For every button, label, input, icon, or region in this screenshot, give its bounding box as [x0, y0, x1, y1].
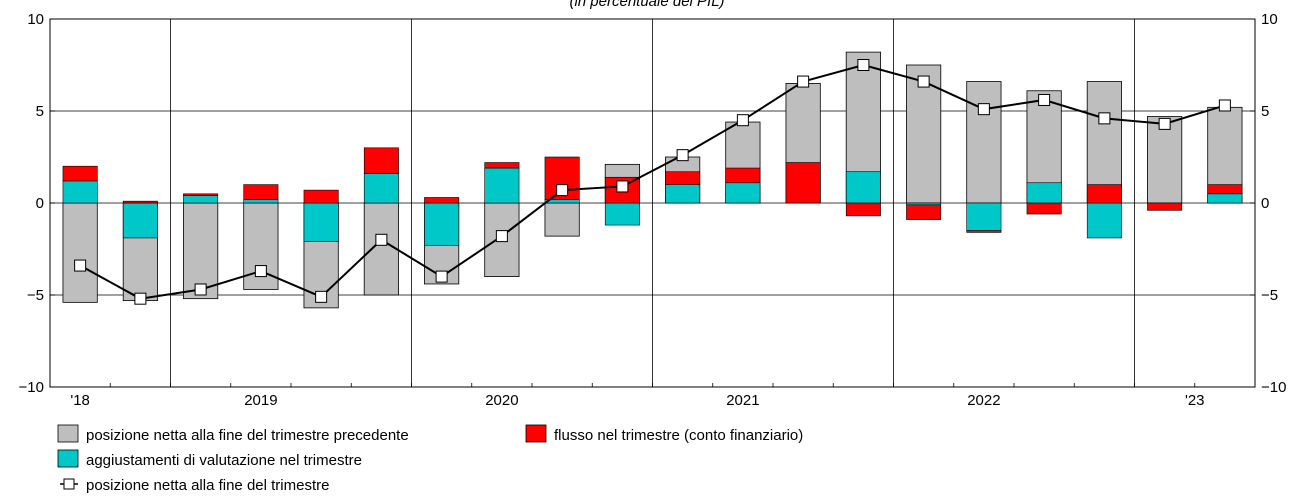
bar-valuation: [424, 202, 460, 246]
bar-flow: [363, 147, 399, 174]
line-marker: [375, 233, 388, 246]
bar-flow: [1147, 202, 1183, 211]
bar-flow: [1207, 184, 1243, 195]
bar-flow: [484, 162, 520, 169]
line-marker: [74, 259, 87, 272]
bar-flow: [122, 200, 158, 204]
bar-prev-position: [544, 202, 580, 237]
x-year-label: '23: [1185, 392, 1205, 409]
bar-flow: [966, 230, 1002, 233]
line-marker: [194, 283, 207, 296]
bar-prev-position: [1147, 116, 1183, 204]
legend: posizione netta alla fine del trimestre …: [57, 424, 803, 494]
y-tick-label-right: −5: [1261, 287, 1278, 304]
legend-swatch-valuation: [57, 449, 79, 468]
line-marker: [495, 230, 508, 243]
bar-valuation: [122, 202, 158, 239]
bar-valuation: [243, 199, 279, 204]
line-marker: [1098, 112, 1111, 125]
legend-swatch-prev-position: [57, 424, 79, 443]
line-marker: [977, 103, 990, 116]
legend-swatch-flow: [525, 424, 547, 443]
legend-label-valuation: aggiustamenti di valutazione nel trimest…: [86, 452, 362, 469]
y-tick-label-right: 10: [1261, 11, 1278, 28]
line-marker: [556, 184, 569, 197]
line-marker: [315, 290, 328, 303]
y-tick-label-left: −5: [27, 287, 44, 304]
bar-valuation: [484, 167, 520, 204]
line-marker: [917, 75, 930, 88]
legend-label-prev-position: posizione netta alla fine del trimestre …: [86, 427, 409, 444]
bar-valuation: [1086, 202, 1122, 239]
bar-valuation: [363, 173, 399, 204]
line-marker: [134, 292, 147, 305]
line-marker: [857, 59, 870, 71]
bar-flow: [1026, 202, 1062, 215]
bar-flow: [303, 189, 339, 204]
bar-valuation: [183, 195, 219, 204]
y-tick-label-right: −10: [1261, 379, 1286, 396]
line-marker: [435, 270, 448, 283]
bar-prev-position: [1086, 81, 1122, 204]
line-layer: [74, 59, 1231, 305]
bar-flow: [785, 162, 821, 204]
bar-flow: [183, 193, 219, 196]
line-marker: [797, 75, 810, 88]
y-tick-label-right: 5: [1261, 103, 1269, 120]
bar-flow: [1086, 184, 1122, 204]
line-marker: [736, 114, 749, 127]
bar-prev-position: [966, 81, 1002, 204]
bar-prev-position: [363, 202, 399, 296]
bar-prev-position: [183, 202, 219, 300]
bar-flow: [906, 204, 942, 220]
line-marker: [616, 180, 629, 193]
legend-label-position: posizione netta alla fine del trimestre: [86, 477, 329, 494]
bar-valuation: [604, 202, 640, 226]
bar-valuation: [1207, 193, 1243, 204]
bar-flow: [424, 197, 460, 204]
bar-flow: [725, 167, 761, 184]
axes-layer: 10 10 5 5 0 0 −5 −5 −10 −10 '18 2019 2020 2021 2022 '23: [19, 11, 1287, 409]
plot-frame: [49, 18, 1256, 388]
line-marker: [1038, 93, 1051, 106]
y-tick-label-left: 10: [27, 11, 44, 28]
legend-label-flow: flusso nel trimestre (conto finanziario): [554, 427, 803, 444]
bar-valuation: [725, 182, 761, 204]
legend-marker-symbol: [63, 478, 75, 490]
bar-prev-position: [62, 202, 98, 303]
line-marker: [676, 149, 689, 162]
x-year-label: '18: [70, 392, 90, 409]
series-line-net-position: [79, 63, 1226, 300]
y-tick-label-left: −10: [19, 379, 44, 396]
y-tick-label-right: 0: [1261, 195, 1269, 212]
bar-flow: [62, 165, 98, 182]
bars-layer: [62, 51, 1243, 309]
x-year-label: 2021: [726, 392, 759, 409]
chart-subtitle: (in percentuale del PIL): [569, 0, 724, 10]
line-marker: [1158, 117, 1171, 130]
bar-valuation: [665, 184, 701, 204]
bar-flow: [243, 184, 279, 200]
bar-valuation: [845, 171, 881, 204]
x-year-label: 2020: [485, 392, 518, 409]
x-year-label: 2019: [244, 392, 277, 409]
line-marker: [254, 265, 267, 278]
bar-flow: [665, 171, 701, 185]
bar-valuation: [966, 202, 1002, 231]
x-year-label: 2022: [967, 392, 1000, 409]
bar-flow: [845, 202, 881, 217]
bar-valuation: [62, 180, 98, 204]
y-tick-label-left: 5: [36, 103, 44, 120]
bar-valuation: [303, 202, 339, 242]
y-tick-label-left: 0: [36, 195, 44, 212]
bar-prev-position: [906, 64, 942, 204]
bar-valuation: [1026, 182, 1062, 204]
line-marker: [1218, 99, 1231, 112]
grid-layer: [50, 19, 1255, 387]
